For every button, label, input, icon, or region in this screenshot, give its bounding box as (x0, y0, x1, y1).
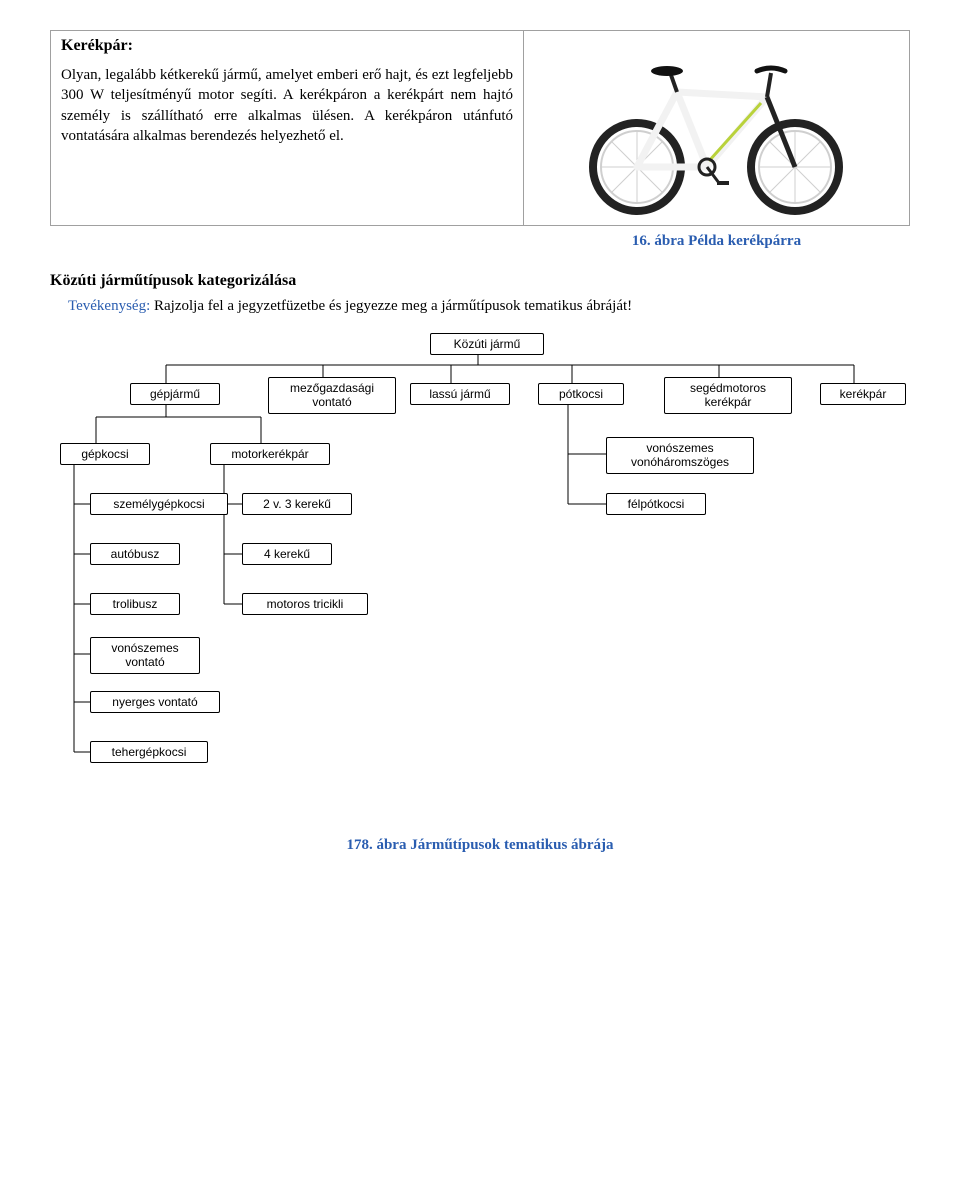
tree-node: vonószemesvontató (90, 637, 200, 674)
tree-node: lassú jármű (410, 383, 510, 405)
document-page: Kerékpár: Olyan, legalább kétkerekű járm… (0, 0, 960, 894)
tree-node: autóbusz (90, 543, 180, 565)
definition-image-cell (523, 30, 910, 226)
tree-node: személygépkocsi (90, 493, 228, 515)
definition-text-cell: Kerékpár: Olyan, legalább kétkerekű járm… (50, 30, 523, 226)
tree-node: motoros tricikli (242, 593, 368, 615)
tree-node: mezőgazdaságivontató (268, 377, 396, 414)
tree-node: vonószemesvonóháromszöges (606, 437, 754, 474)
tree-node: gépkocsi (60, 443, 150, 465)
tree-node: nyerges vontató (90, 691, 220, 713)
activity-paragraph: Tevékenység: Rajzolja fel a jegyzetfüzet… (68, 298, 910, 315)
caption-spacer (50, 232, 523, 250)
tree-node: kerékpár (820, 383, 906, 405)
tree-node: 4 kerekű (242, 543, 332, 565)
activity-text: Rajzolja fel a jegyzetfüzetbe és jegyezz… (150, 298, 632, 314)
tree-node: Közúti jármű (430, 333, 544, 355)
bicycle-icon (567, 37, 867, 217)
definition-body: Olyan, legalább kétkerekű jármű, amelyet… (61, 65, 513, 146)
tree-node: gépjármű (130, 383, 220, 405)
definition-row: Kerékpár: Olyan, legalább kétkerekű járm… (50, 30, 910, 226)
tree-node: trolibusz (90, 593, 180, 615)
tree-node: segédmotoroskerékpár (664, 377, 792, 414)
subheading: Közúti járműtípusok kategorizálása (50, 272, 910, 290)
figure1-caption: 16. ábra Példa kerékpárra (632, 233, 801, 249)
tree-node: motorkerékpár (210, 443, 330, 465)
tree-node: félpótkocsi (606, 493, 706, 515)
figure1-caption-row: 16. ábra Példa kerékpárra (50, 232, 910, 250)
tree-node: tehergépkocsi (90, 741, 208, 763)
figure2-caption: 178. ábra Járműtípusok tematikus ábrája (50, 837, 910, 854)
tree-node: pótkocsi (538, 383, 624, 405)
vehicle-tree-diagram: Közúti jármű gépjármű mezőgazdaságivontató… (50, 333, 910, 813)
tree-node: 2 v. 3 kerekű (242, 493, 352, 515)
definition-title: Kerékpár: (61, 37, 513, 55)
caption-holder: 16. ábra Példa kerékpárra (523, 232, 910, 250)
activity-label: Tevékenység: (68, 298, 150, 314)
